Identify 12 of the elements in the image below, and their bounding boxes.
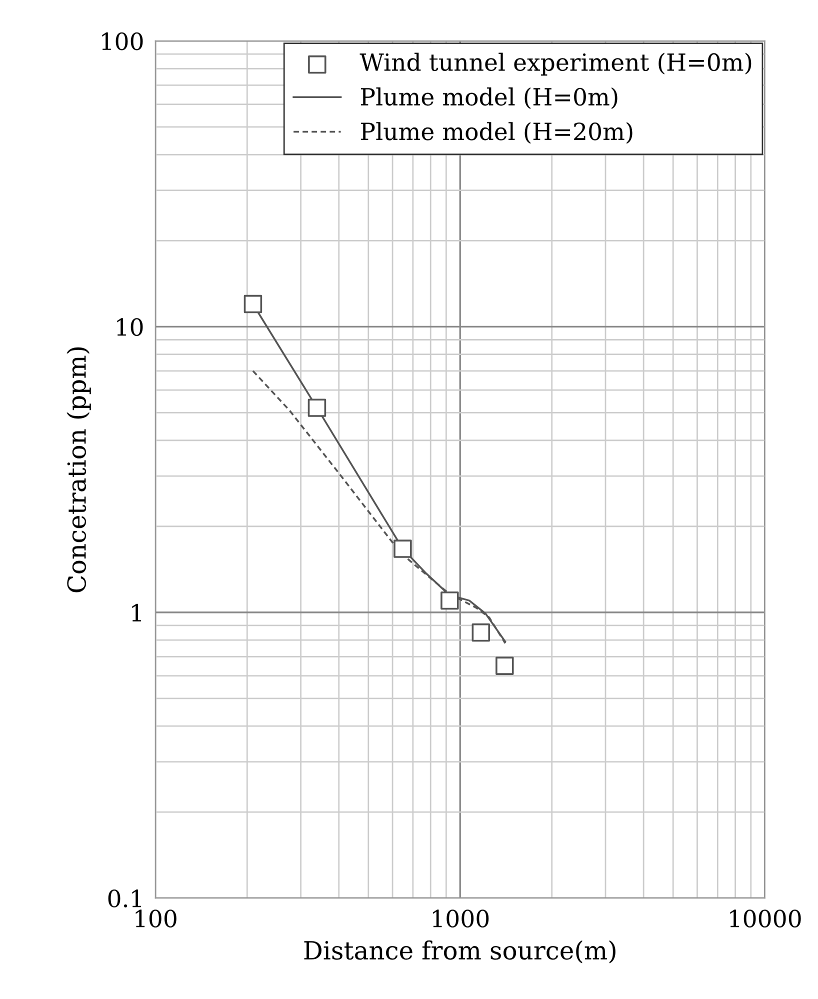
legend-label: Plume model (H=20m) (360, 122, 632, 144)
x-tick-label: 1000 (432, 910, 489, 928)
y-tick-label: 10 (117, 318, 143, 336)
legend-label: Plume model (H=0m) (360, 87, 618, 110)
x-tick-label: 100 (136, 910, 176, 928)
legend-label: Wind tunnel experiment (H=0m) (360, 52, 752, 76)
x-tick-label: 10000 (730, 910, 801, 928)
x-axis-title: Distance from source(m) (304, 940, 616, 964)
y-axis-title: Concetration (ppm) (66, 347, 91, 592)
y-tick-label: 0.1 (108, 890, 141, 908)
y-tick-label: 1 (132, 604, 141, 622)
y-tick-label: 100 (102, 32, 143, 50)
